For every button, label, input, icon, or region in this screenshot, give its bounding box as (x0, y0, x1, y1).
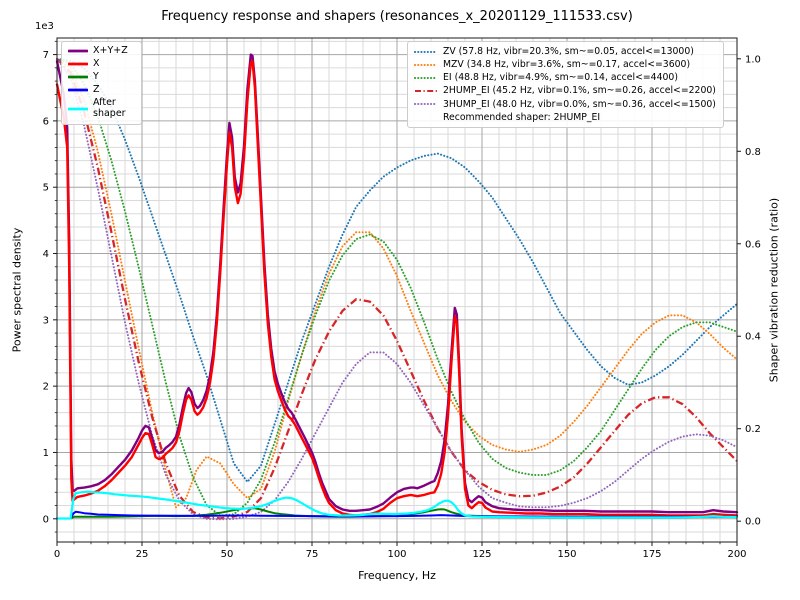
legend-swatch-blank (414, 112, 438, 122)
tick-label: 0.2 (745, 424, 761, 435)
legend-item-3hump-ei: 3HUMP_EI (48.0 Hz, vibr=0.0%, sm~=0.36, … (414, 99, 716, 110)
legend-item-label: X (93, 57, 100, 69)
legend-item-ei: EI (48.8 Hz, vibr=4.9%, sm~=0.14, accel<… (414, 72, 716, 83)
legend-item-label: X+Y+Z (93, 45, 128, 56)
tick-label: 3 (43, 315, 49, 326)
psd-curves (55, 53, 739, 520)
curve-zv (56, 57, 738, 483)
curve-3hump-ei (56, 57, 738, 521)
legend-item-label: After shaper (93, 96, 126, 119)
curve-x-y-z (55, 53, 739, 514)
y-right-axis-label: Shaper vibration reduction (ratio) (767, 197, 781, 383)
legend-swatch-dashdot (415, 89, 437, 93)
y-left-axis-label: Power spectral density (10, 227, 24, 353)
curve-after-shaper (55, 490, 739, 520)
tick-label: 2 (43, 382, 49, 393)
legend-swatch-dotted (414, 50, 438, 53)
legend-item-recommended: Recommended shaper: 2HUMP_EI (414, 112, 716, 123)
legend-item-mzv: MZV (34.8 Hz, vibr=3.6%, sm~=0.17, accel… (414, 59, 716, 70)
y-axis-scale-offset: 1e3 (35, 21, 54, 32)
legend-item-label: Z (93, 83, 100, 95)
legend-item-label: Y (93, 70, 99, 82)
tick-label: 0.4 (745, 332, 761, 343)
legend-swatch-solid (68, 75, 88, 79)
legend-item-y: Y (68, 70, 134, 83)
legend-swatch-dotted (414, 76, 438, 79)
curve-mzv (56, 57, 738, 509)
legend-swatch-solid (68, 50, 88, 53)
legend-item-label: 3HUMP_EI (48.0 Hz, vibr=0.0%, sm~=0.36, … (443, 98, 716, 110)
tick-label: 5 (43, 183, 49, 194)
legend-item-z: Z (68, 83, 134, 96)
legend-swatch-solid (68, 107, 88, 111)
tick-label: 125 (472, 549, 491, 560)
tick-label: 0 (54, 549, 60, 560)
grid-minor (57, 38, 737, 542)
chart-title: Frequency response and shapers (resonanc… (161, 9, 633, 24)
legend-item-label: EI (48.8 Hz, vibr=4.9%, sm~=0.14, accel<… (443, 72, 678, 84)
legend-item-x-y-z: X+Y+Z (68, 45, 134, 57)
tick-label: 75 (306, 549, 319, 560)
tick-label: 1 (43, 448, 49, 459)
tick-label: 100 (387, 549, 406, 560)
legend-item-2hump-ei: 2HUMP_EI (45.2 Hz, vibr=0.1%, sm~=0.26, … (414, 85, 716, 96)
legend-item-label: 2HUMP_EI (45.2 Hz, vibr=0.1%, sm~=0.26, … (443, 85, 716, 97)
tick-label: 0.8 (745, 147, 761, 158)
legend-swatch-solid (68, 88, 88, 92)
shaper-curves (56, 57, 738, 521)
legend-item-label: ZV (57.8 Hz, vibr=20.3%, sm~=0.05, accel… (443, 46, 694, 57)
legend-item-label: MZV (34.8 Hz, vibr=3.6%, sm~=0.17, accel… (443, 59, 691, 71)
tick-label: 25 (136, 549, 149, 560)
legend-item-zv: ZV (57.8 Hz, vibr=20.3%, sm~=0.05, accel… (414, 46, 716, 57)
tick-label: 7 (43, 50, 49, 61)
tick-label: 150 (557, 549, 576, 560)
tick-label: 6 (43, 116, 49, 127)
x-axis-label: Frequency, Hz (358, 569, 436, 582)
legend-item-after: After shaper (68, 96, 134, 120)
tick-label: 0.6 (745, 239, 761, 250)
curve-x (55, 60, 739, 517)
curve-ei (56, 57, 738, 517)
tick-label: 0.0 (745, 517, 761, 528)
legend-swatch-dotted (414, 103, 438, 106)
curve-2hump-ei (56, 57, 738, 520)
tick-label: 0 (43, 514, 49, 525)
legend-item-label: Recommended shaper: 2HUMP_EI (443, 111, 601, 123)
tick-label: 200 (727, 549, 746, 560)
tick-label: 175 (642, 549, 661, 560)
axes-frame: 0 25 50 75 100 125 150 175 200 0 1 2 3 4 5 6 7 0.0 0.2 0.4 0… (43, 37, 761, 560)
legend-swatch-solid (68, 62, 88, 66)
legend-shapers: ZV (57.8 Hz, vibr=20.3%, sm~=0.05, accel… (407, 41, 724, 128)
tick-label: 4 (43, 249, 49, 260)
legend-item-x: X (68, 57, 134, 70)
legend-swatch-dotted (414, 63, 438, 66)
tick-label: 1.0 (745, 54, 761, 65)
tick-label: 50 (221, 549, 234, 560)
legend-psd: X+Y+Z X Y Z After shaper (61, 41, 142, 125)
